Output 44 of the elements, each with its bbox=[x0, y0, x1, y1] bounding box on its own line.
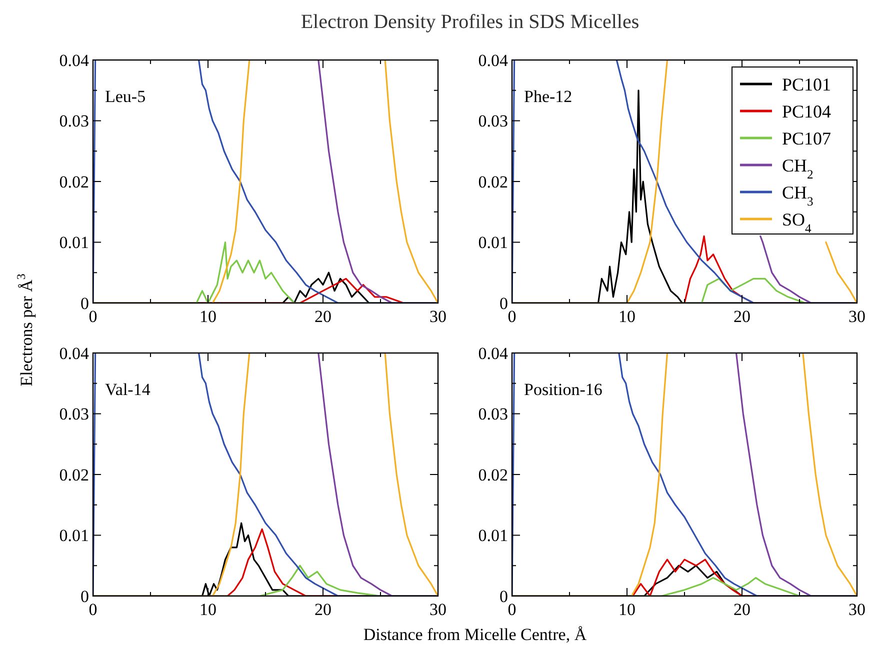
x-tick-label: 10 bbox=[200, 307, 216, 326]
y-tick-label: 0.03 bbox=[478, 404, 508, 424]
y-tick-label: 0 bbox=[80, 586, 89, 606]
x-tick-label: 30 bbox=[430, 307, 446, 326]
y-tick-label: 0.02 bbox=[59, 172, 89, 192]
y-tick-label: 0.02 bbox=[478, 172, 508, 192]
x-tick-label: 10 bbox=[618, 600, 636, 619]
y-tick-label: 0 bbox=[80, 294, 89, 313]
x-tick-label: 30 bbox=[848, 600, 866, 619]
legend-label: SO$_{4}$ bbox=[782, 209, 812, 236]
y-tick-label: 0.01 bbox=[59, 233, 89, 252]
annotation: Position-16 bbox=[524, 380, 602, 399]
y-tick-label: 0.04 bbox=[478, 50, 508, 70]
y-tick-label: 0.04 bbox=[59, 50, 90, 70]
x-axis-title: Distance from Micelle Centre, Å bbox=[363, 625, 588, 644]
x-tick-label: 20 bbox=[314, 307, 332, 326]
y-tick-label: 0.01 bbox=[478, 526, 508, 546]
y-tick-label: 0.04 bbox=[478, 344, 508, 363]
y-tick-label: 0.03 bbox=[478, 112, 508, 131]
y-tick-label: 0.03 bbox=[59, 112, 89, 131]
y-tick-label: 0.01 bbox=[478, 233, 508, 252]
x-tick-label: 20 bbox=[734, 600, 750, 619]
annotation: Val-14 bbox=[105, 380, 151, 399]
y-tick-label: 0 bbox=[500, 294, 508, 313]
x-tick-label: 10 bbox=[618, 307, 636, 326]
y-tick-label: 0 bbox=[500, 586, 508, 606]
legend-label: PC104 bbox=[782, 101, 832, 122]
legend-label: CH$_{2}$ bbox=[782, 155, 814, 182]
y-tick-label: 0.01 bbox=[59, 526, 89, 546]
y-tick-label: 0.03 bbox=[59, 404, 89, 424]
y-tick-label: 0.02 bbox=[59, 465, 89, 484]
chart-title: Electron Density Profiles in SDS Micelles bbox=[300, 11, 640, 33]
legend-label: CH$_{3}$ bbox=[782, 182, 814, 208]
x-tick-label: 30 bbox=[848, 307, 866, 326]
annotation: Leu-5 bbox=[105, 87, 146, 106]
x-tick-label: 20 bbox=[314, 600, 332, 619]
y-tick-label: 0.02 bbox=[478, 465, 508, 484]
legend-label: PC101 bbox=[782, 74, 832, 94]
x-tick-label: 20 bbox=[734, 307, 750, 326]
x-tick-label: 30 bbox=[430, 600, 446, 619]
y-tick-label: 0.04 bbox=[59, 344, 90, 363]
legend-label: PC107 bbox=[782, 128, 832, 148]
annotation: Phe-12 bbox=[524, 87, 572, 106]
x-tick-label: 10 bbox=[200, 600, 216, 619]
